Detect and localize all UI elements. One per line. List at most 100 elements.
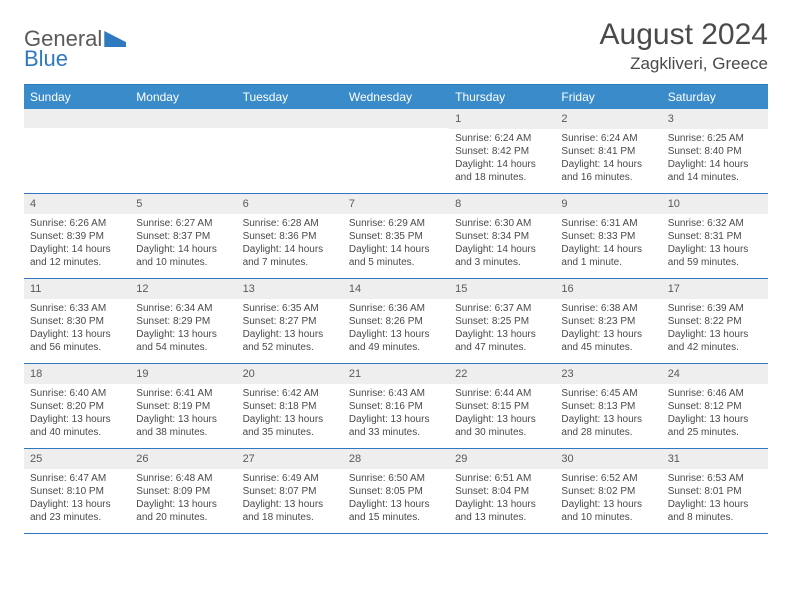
day-number: 31 — [662, 449, 768, 469]
day-body: Sunrise: 6:44 AMSunset: 8:15 PMDaylight:… — [449, 384, 555, 445]
day-body: Sunrise: 6:48 AMSunset: 8:09 PMDaylight:… — [130, 469, 236, 530]
day-number: 20 — [237, 364, 343, 384]
calendar-cell: 23Sunrise: 6:45 AMSunset: 8:13 PMDayligh… — [555, 364, 661, 448]
day-number — [343, 109, 449, 128]
day-body: Sunrise: 6:52 AMSunset: 8:02 PMDaylight:… — [555, 469, 661, 530]
dayname: Tuesday — [237, 85, 343, 109]
calendar-week: 4Sunrise: 6:26 AMSunset: 8:39 PMDaylight… — [24, 194, 768, 279]
day-number: 18 — [24, 364, 130, 384]
dayname: Sunday — [24, 85, 130, 109]
day-body: Sunrise: 6:40 AMSunset: 8:20 PMDaylight:… — [24, 384, 130, 445]
day-number: 4 — [24, 194, 130, 214]
day-number: 24 — [662, 364, 768, 384]
day-body: Sunrise: 6:47 AMSunset: 8:10 PMDaylight:… — [24, 469, 130, 530]
day-number: 1 — [449, 109, 555, 129]
calendar-cell: 2Sunrise: 6:24 AMSunset: 8:41 PMDaylight… — [555, 109, 661, 193]
calendar-cell: 6Sunrise: 6:28 AMSunset: 8:36 PMDaylight… — [237, 194, 343, 278]
calendar-cell — [24, 109, 130, 193]
calendar-cell: 17Sunrise: 6:39 AMSunset: 8:22 PMDayligh… — [662, 279, 768, 363]
day-number: 25 — [24, 449, 130, 469]
calendar-cell: 29Sunrise: 6:51 AMSunset: 8:04 PMDayligh… — [449, 449, 555, 533]
day-body: Sunrise: 6:24 AMSunset: 8:42 PMDaylight:… — [449, 129, 555, 190]
day-number: 21 — [343, 364, 449, 384]
day-body: Sunrise: 6:34 AMSunset: 8:29 PMDaylight:… — [130, 299, 236, 360]
day-number — [24, 109, 130, 128]
day-number: 7 — [343, 194, 449, 214]
day-number: 8 — [449, 194, 555, 214]
day-body: Sunrise: 6:53 AMSunset: 8:01 PMDaylight:… — [662, 469, 768, 530]
calendar-cell: 1Sunrise: 6:24 AMSunset: 8:42 PMDaylight… — [449, 109, 555, 193]
calendar-cell: 10Sunrise: 6:32 AMSunset: 8:31 PMDayligh… — [662, 194, 768, 278]
day-body: Sunrise: 6:29 AMSunset: 8:35 PMDaylight:… — [343, 214, 449, 275]
calendar-week: 11Sunrise: 6:33 AMSunset: 8:30 PMDayligh… — [24, 279, 768, 364]
day-number: 28 — [343, 449, 449, 469]
dayname: Wednesday — [343, 85, 449, 109]
calendar-cell: 21Sunrise: 6:43 AMSunset: 8:16 PMDayligh… — [343, 364, 449, 448]
calendar-cell: 3Sunrise: 6:25 AMSunset: 8:40 PMDaylight… — [662, 109, 768, 193]
calendar-cell: 22Sunrise: 6:44 AMSunset: 8:15 PMDayligh… — [449, 364, 555, 448]
day-body: Sunrise: 6:42 AMSunset: 8:18 PMDaylight:… — [237, 384, 343, 445]
day-number: 14 — [343, 279, 449, 299]
day-number: 11 — [24, 279, 130, 299]
day-body: Sunrise: 6:24 AMSunset: 8:41 PMDaylight:… — [555, 129, 661, 190]
day-number: 3 — [662, 109, 768, 129]
calendar-cell: 24Sunrise: 6:46 AMSunset: 8:12 PMDayligh… — [662, 364, 768, 448]
calendar-week: 1Sunrise: 6:24 AMSunset: 8:42 PMDaylight… — [24, 109, 768, 194]
calendar-cell: 20Sunrise: 6:42 AMSunset: 8:18 PMDayligh… — [237, 364, 343, 448]
day-number: 27 — [237, 449, 343, 469]
day-body: Sunrise: 6:32 AMSunset: 8:31 PMDaylight:… — [662, 214, 768, 275]
dayname: Saturday — [662, 85, 768, 109]
calendar-cell: 14Sunrise: 6:36 AMSunset: 8:26 PMDayligh… — [343, 279, 449, 363]
calendar-cell: 18Sunrise: 6:40 AMSunset: 8:20 PMDayligh… — [24, 364, 130, 448]
calendar-cell: 8Sunrise: 6:30 AMSunset: 8:34 PMDaylight… — [449, 194, 555, 278]
day-number: 17 — [662, 279, 768, 299]
day-body: Sunrise: 6:36 AMSunset: 8:26 PMDaylight:… — [343, 299, 449, 360]
day-body: Sunrise: 6:51 AMSunset: 8:04 PMDaylight:… — [449, 469, 555, 530]
calendar-cell: 11Sunrise: 6:33 AMSunset: 8:30 PMDayligh… — [24, 279, 130, 363]
calendar-cell: 13Sunrise: 6:35 AMSunset: 8:27 PMDayligh… — [237, 279, 343, 363]
day-body: Sunrise: 6:26 AMSunset: 8:39 PMDaylight:… — [24, 214, 130, 275]
calendar-cell: 7Sunrise: 6:29 AMSunset: 8:35 PMDaylight… — [343, 194, 449, 278]
logo-text-2: Blue — [24, 46, 68, 72]
day-body: Sunrise: 6:50 AMSunset: 8:05 PMDaylight:… — [343, 469, 449, 530]
logo-mark-icon — [104, 31, 126, 47]
calendar-cell: 28Sunrise: 6:50 AMSunset: 8:05 PMDayligh… — [343, 449, 449, 533]
day-number: 13 — [237, 279, 343, 299]
day-body: Sunrise: 6:43 AMSunset: 8:16 PMDaylight:… — [343, 384, 449, 445]
calendar-week: 25Sunrise: 6:47 AMSunset: 8:10 PMDayligh… — [24, 449, 768, 534]
day-number: 9 — [555, 194, 661, 214]
calendar-cell: 5Sunrise: 6:27 AMSunset: 8:37 PMDaylight… — [130, 194, 236, 278]
calendar-cell: 26Sunrise: 6:48 AMSunset: 8:09 PMDayligh… — [130, 449, 236, 533]
day-body: Sunrise: 6:31 AMSunset: 8:33 PMDaylight:… — [555, 214, 661, 275]
day-number: 2 — [555, 109, 661, 129]
day-number: 26 — [130, 449, 236, 469]
calendar-cell: 27Sunrise: 6:49 AMSunset: 8:07 PMDayligh… — [237, 449, 343, 533]
calendar-cell: 19Sunrise: 6:41 AMSunset: 8:19 PMDayligh… — [130, 364, 236, 448]
calendar-cell — [130, 109, 236, 193]
day-body: Sunrise: 6:33 AMSunset: 8:30 PMDaylight:… — [24, 299, 130, 360]
location: Zagkliveri, Greece — [600, 54, 768, 74]
day-number: 19 — [130, 364, 236, 384]
calendar-cell: 16Sunrise: 6:38 AMSunset: 8:23 PMDayligh… — [555, 279, 661, 363]
calendar: SundayMondayTuesdayWednesdayThursdayFrid… — [24, 84, 768, 534]
day-body: Sunrise: 6:41 AMSunset: 8:19 PMDaylight:… — [130, 384, 236, 445]
day-body: Sunrise: 6:45 AMSunset: 8:13 PMDaylight:… — [555, 384, 661, 445]
day-number — [237, 109, 343, 128]
day-number: 30 — [555, 449, 661, 469]
day-body: Sunrise: 6:49 AMSunset: 8:07 PMDaylight:… — [237, 469, 343, 530]
month-title: August 2024 — [600, 18, 768, 52]
day-body: Sunrise: 6:37 AMSunset: 8:25 PMDaylight:… — [449, 299, 555, 360]
dayname: Friday — [555, 85, 661, 109]
dayname-row: SundayMondayTuesdayWednesdayThursdayFrid… — [24, 85, 768, 109]
dayname: Thursday — [449, 85, 555, 109]
dayname: Monday — [130, 85, 236, 109]
calendar-week: 18Sunrise: 6:40 AMSunset: 8:20 PMDayligh… — [24, 364, 768, 449]
day-body: Sunrise: 6:27 AMSunset: 8:37 PMDaylight:… — [130, 214, 236, 275]
day-body: Sunrise: 6:46 AMSunset: 8:12 PMDaylight:… — [662, 384, 768, 445]
calendar-cell: 30Sunrise: 6:52 AMSunset: 8:02 PMDayligh… — [555, 449, 661, 533]
calendar-cell: 12Sunrise: 6:34 AMSunset: 8:29 PMDayligh… — [130, 279, 236, 363]
day-body: Sunrise: 6:30 AMSunset: 8:34 PMDaylight:… — [449, 214, 555, 275]
day-body: Sunrise: 6:25 AMSunset: 8:40 PMDaylight:… — [662, 129, 768, 190]
calendar-cell: 15Sunrise: 6:37 AMSunset: 8:25 PMDayligh… — [449, 279, 555, 363]
day-body: Sunrise: 6:38 AMSunset: 8:23 PMDaylight:… — [555, 299, 661, 360]
